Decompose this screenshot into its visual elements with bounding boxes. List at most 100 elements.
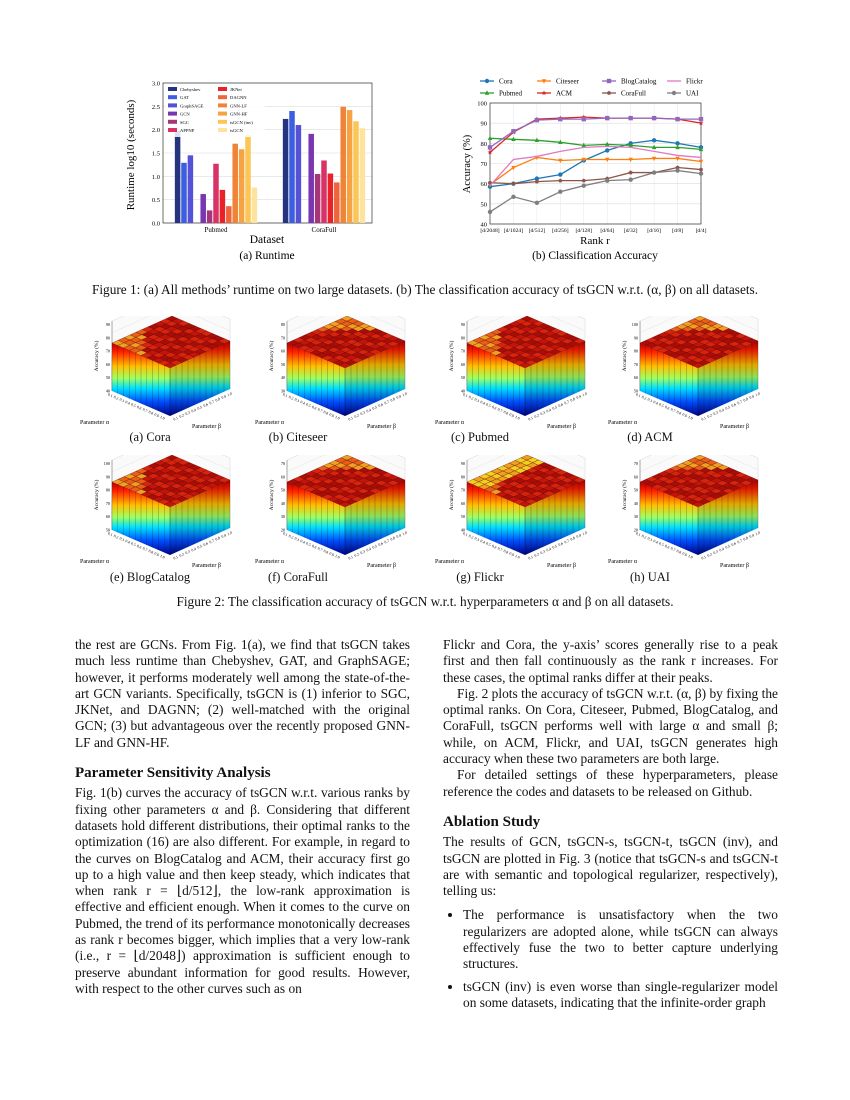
alpha-tick-label: 1.0: [514, 554, 520, 560]
data-point: [581, 116, 586, 122]
z-tick-label: 40: [461, 528, 465, 533]
alpha-tick-label: 0.3: [474, 537, 480, 543]
alpha-axis-label: Parameter α: [80, 559, 110, 565]
beta-tick-label: 0.9: [749, 533, 755, 539]
data-point: [605, 148, 610, 153]
x-tick-label: [d/512]: [529, 228, 546, 234]
series-blogcatalog: [487, 115, 704, 150]
z-tick-label: 40: [106, 389, 110, 394]
surface-cell: [338, 501, 352, 508]
z-tick-label: 80: [106, 488, 110, 493]
paragraph: Fig. 1(b) curves the accuracy of tsGCN w…: [75, 785, 410, 996]
legend-label: UAI: [686, 90, 699, 98]
data-point: [534, 176, 540, 181]
alpha-tick-label: 0.8: [503, 410, 509, 416]
alpha-tick-label: 0.2: [113, 534, 119, 540]
surface-cell: [338, 362, 352, 369]
beta-tick-label: 0.1: [528, 416, 534, 422]
z-tick-label: 20: [634, 528, 638, 533]
data-point: [651, 156, 657, 162]
bar-chebyshev-pubmed: [174, 130, 181, 223]
z-tick-label: 40: [461, 389, 465, 394]
alpha-tick-label: 0.2: [113, 395, 119, 401]
x-tick-label: [d/1024]: [504, 228, 523, 234]
beta-tick-label: 0.1: [528, 555, 534, 561]
y-tick-label: 60: [481, 181, 488, 188]
z-axis-label: Accuracy (%): [621, 340, 628, 371]
beta-tick-label: 0.7: [737, 539, 743, 545]
alpha-axis-label: Parameter α: [608, 420, 638, 426]
legend-swatch: [218, 128, 227, 132]
alpha-tick-label: 0.1: [282, 393, 288, 399]
beta-tick-label: 0.7: [209, 400, 215, 406]
data-point: [675, 165, 680, 170]
y-tick-label: 0.5: [152, 197, 160, 204]
legend-swatch: [168, 119, 177, 124]
alpha-tick-label: 0.8: [148, 410, 154, 416]
alpha-tick-label: 0.3: [294, 398, 300, 404]
gridline: [286, 455, 406, 472]
z-tick-label: 60: [106, 514, 110, 519]
x-tick-label: [d/32]: [624, 228, 638, 234]
z-tick-label: 30: [281, 514, 285, 519]
beta-tick-label: 0.8: [215, 536, 221, 542]
y-tick-label: 90: [481, 121, 488, 128]
data-point: [651, 170, 657, 175]
z-axis-label: Accuracy (%): [448, 479, 455, 510]
z-tick-label: 70: [634, 461, 638, 466]
data-point: [698, 116, 704, 122]
beta-tick-label: 1.0: [402, 392, 408, 398]
alpha-tick-label: 1.0: [159, 554, 165, 560]
z-tick-label: 80: [634, 349, 638, 354]
z-tick-label: 80: [461, 474, 465, 479]
legend-swatch: [168, 103, 177, 108]
beta-tick-label: 0.4: [719, 408, 725, 414]
legend-label: APPNP: [180, 128, 195, 133]
alpha-tick-label: 0.2: [468, 534, 474, 540]
z-tick-label: 90: [461, 322, 465, 327]
beta-tick-label: 0.2: [534, 413, 540, 419]
z-tick-label: 70: [281, 461, 285, 466]
bullet-list: The performance is unsatisfactory when t…: [443, 907, 778, 1011]
beta-tick-label: 0.8: [570, 397, 576, 403]
data-point: [487, 180, 493, 185]
beta-axis-label: Parameter β: [720, 563, 749, 569]
alpha-tick-label: 0.9: [154, 413, 160, 419]
legend-marker: [541, 79, 547, 84]
gridline: [111, 455, 231, 472]
alpha-tick-label: 1.0: [687, 554, 693, 560]
data-point: [511, 194, 516, 199]
beta-tick-label: 0.5: [197, 405, 203, 411]
series-pubmed: [487, 135, 704, 152]
accuracy-y-axis-label: Accuracy (%): [462, 134, 473, 193]
gridline: [111, 316, 231, 333]
beta-tick-label: 0.6: [203, 541, 209, 547]
data-point: [487, 209, 493, 215]
alpha-tick-label: 0.6: [664, 544, 670, 550]
alpha-tick-label: 0.1: [107, 393, 113, 399]
surface-cell: [163, 362, 177, 369]
alpha-tick-label: 0.5: [305, 403, 311, 409]
beta-tick-label: 0.6: [378, 402, 384, 408]
data-point: [558, 189, 563, 194]
beta-tick-label: 0.2: [179, 413, 185, 419]
beta-tick-label: 0.3: [185, 549, 191, 555]
data-point: [605, 178, 610, 183]
data-point: [511, 181, 516, 186]
data-point: [675, 116, 680, 122]
legend-marker: [606, 90, 612, 95]
right-column: Flickr and Cora, the y-axis’ scores gene…: [443, 637, 778, 1017]
alpha-tick-label: 0.6: [311, 405, 317, 411]
z-axis-label: Accuracy (%): [621, 479, 628, 510]
alpha-tick-label: 0.7: [497, 547, 503, 553]
alpha-tick-label: 0.2: [468, 395, 474, 401]
beta-tick-label: 0.7: [564, 400, 570, 406]
surface-cell: [518, 501, 532, 508]
data-point: [511, 136, 516, 141]
alpha-tick-label: 0.9: [329, 413, 335, 419]
beta-tick-label: 0.5: [197, 544, 203, 550]
beta-axis-label: Parameter β: [367, 563, 396, 569]
alpha-tick-label: 0.2: [641, 395, 647, 401]
legend-label: tsGCN: [230, 128, 243, 133]
